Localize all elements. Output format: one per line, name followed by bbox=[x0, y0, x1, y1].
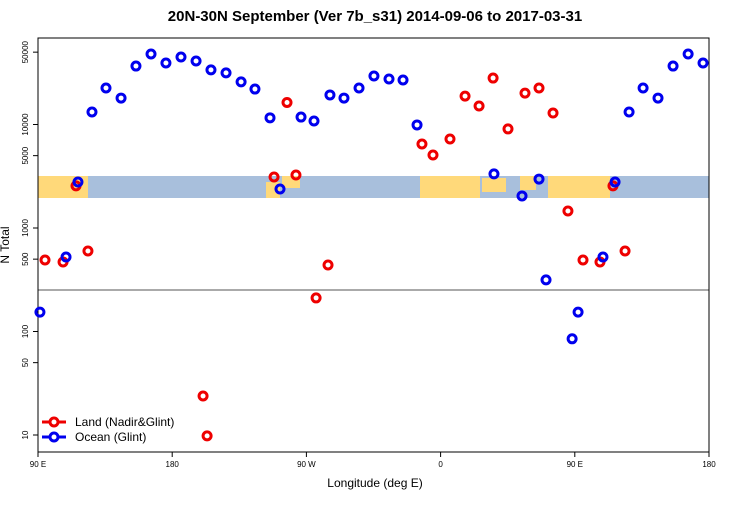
y-tick-label: 10 bbox=[21, 430, 30, 439]
point bbox=[459, 90, 471, 102]
point bbox=[322, 259, 334, 271]
point bbox=[235, 76, 247, 88]
point bbox=[540, 274, 552, 286]
point bbox=[619, 245, 631, 257]
point bbox=[281, 97, 293, 109]
legend-label: Land (Nadir&Glint) bbox=[75, 415, 174, 429]
point bbox=[562, 205, 574, 217]
point bbox=[473, 100, 485, 112]
x-tick-label: 90 W bbox=[297, 460, 316, 469]
point bbox=[397, 74, 409, 86]
x-tick-label: 180 bbox=[166, 460, 180, 469]
point bbox=[190, 55, 202, 67]
point bbox=[416, 138, 428, 150]
point bbox=[572, 306, 584, 318]
point bbox=[100, 82, 112, 94]
point bbox=[60, 251, 72, 263]
point bbox=[637, 82, 649, 94]
point bbox=[264, 112, 276, 124]
point bbox=[547, 107, 559, 119]
y-tick-label: 5000 bbox=[21, 146, 30, 164]
point bbox=[274, 183, 286, 195]
legend-label: Ocean (Glint) bbox=[75, 430, 146, 444]
point bbox=[516, 190, 528, 202]
x-axis-label: Longitude (deg E) bbox=[327, 476, 422, 490]
point bbox=[249, 83, 261, 95]
point bbox=[86, 106, 98, 118]
point bbox=[310, 292, 322, 304]
y-axis-label: N Total bbox=[0, 226, 12, 263]
point bbox=[205, 64, 217, 76]
point bbox=[697, 57, 709, 69]
point bbox=[197, 390, 209, 402]
point bbox=[577, 254, 589, 266]
y-tick-label: 1000 bbox=[21, 219, 30, 237]
x-tick-label: 90 E bbox=[567, 460, 583, 469]
point bbox=[682, 48, 694, 60]
point bbox=[597, 251, 609, 263]
point bbox=[623, 106, 635, 118]
x-tick-label: 180 bbox=[702, 460, 716, 469]
point bbox=[427, 149, 439, 161]
point bbox=[160, 57, 172, 69]
y-tick-label: 50000 bbox=[21, 40, 30, 63]
point bbox=[115, 92, 127, 104]
point bbox=[324, 89, 336, 101]
point bbox=[444, 133, 456, 145]
point bbox=[487, 72, 499, 84]
point bbox=[488, 168, 500, 180]
point bbox=[368, 70, 380, 82]
point bbox=[667, 60, 679, 72]
point bbox=[533, 82, 545, 94]
legend-marker bbox=[48, 431, 60, 443]
point bbox=[609, 176, 621, 188]
point bbox=[290, 169, 302, 181]
plot-frame bbox=[37, 37, 710, 453]
y-tick-label: 10000 bbox=[21, 113, 30, 136]
point bbox=[130, 60, 142, 72]
point bbox=[383, 73, 395, 85]
legend-marker bbox=[48, 416, 60, 428]
point bbox=[268, 171, 280, 183]
point bbox=[82, 245, 94, 257]
point bbox=[338, 92, 350, 104]
point bbox=[519, 87, 531, 99]
point bbox=[502, 123, 514, 135]
point bbox=[145, 48, 157, 60]
x-tick-label: 90 E bbox=[30, 460, 46, 469]
point bbox=[533, 173, 545, 185]
chart-title: 20N-30N September (Ver 7b_s31) 2014-09-0… bbox=[168, 8, 582, 25]
point bbox=[295, 111, 307, 123]
y-tick-label: 100 bbox=[21, 324, 30, 338]
point bbox=[72, 176, 84, 188]
point bbox=[308, 115, 320, 127]
point bbox=[39, 254, 51, 266]
y-tick-label: 500 bbox=[21, 252, 30, 266]
point bbox=[566, 333, 578, 345]
point bbox=[175, 51, 187, 63]
point bbox=[201, 430, 213, 442]
y-tick-label: 50 bbox=[21, 358, 30, 367]
point bbox=[652, 92, 664, 104]
x-tick-label: 0 bbox=[438, 460, 443, 469]
point bbox=[220, 67, 232, 79]
point bbox=[34, 306, 46, 318]
point bbox=[411, 119, 423, 131]
point bbox=[353, 82, 365, 94]
